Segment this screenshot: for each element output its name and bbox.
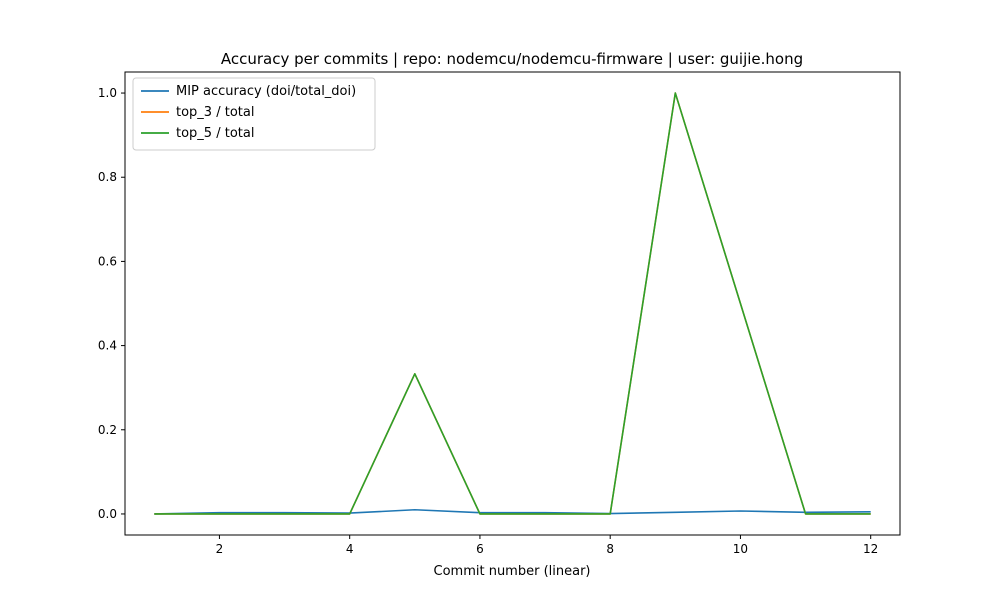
legend-label-2: top_3 / total <box>176 105 254 120</box>
y-tick-label: 0.8 <box>98 170 117 184</box>
y-tick-label: 0.2 <box>98 423 117 437</box>
chart-title: Accuracy per commits | repo: nodemcu/nod… <box>221 50 803 68</box>
legend-label-1: MIP accuracy (doi/total_doi) <box>176 84 356 99</box>
legend-label-3: top_5 / total <box>176 126 254 141</box>
x-tick-label: 6 <box>476 542 484 556</box>
plot-frame <box>124 71 901 536</box>
y-tick-label: 0.4 <box>98 339 117 353</box>
x-tick-label: 8 <box>606 542 614 556</box>
y-tick-label: 1.0 <box>98 86 117 100</box>
series-line-1 <box>154 508 871 515</box>
y-tick-label: 0.0 <box>98 507 117 521</box>
y-axis-ticks: 0.0 0.2 0.4 0.6 0.8 1.0 <box>98 86 125 521</box>
x-tick-label: 4 <box>346 542 354 556</box>
series-line-3 <box>154 92 871 515</box>
legend: MIP accuracy (doi/total_doi) top_3 / tota… <box>132 77 376 151</box>
x-tick-label: 10 <box>733 542 748 556</box>
legend-box <box>132 77 376 151</box>
x-tick-label: 2 <box>216 542 224 556</box>
y-tick-label: 0.6 <box>98 254 117 268</box>
x-axis-label: Commit number (linear) <box>434 564 591 579</box>
x-axis-ticks: 2 4 6 8 10 12 <box>216 535 878 556</box>
x-tick-label: 12 <box>863 542 878 556</box>
series-layer <box>154 92 871 515</box>
